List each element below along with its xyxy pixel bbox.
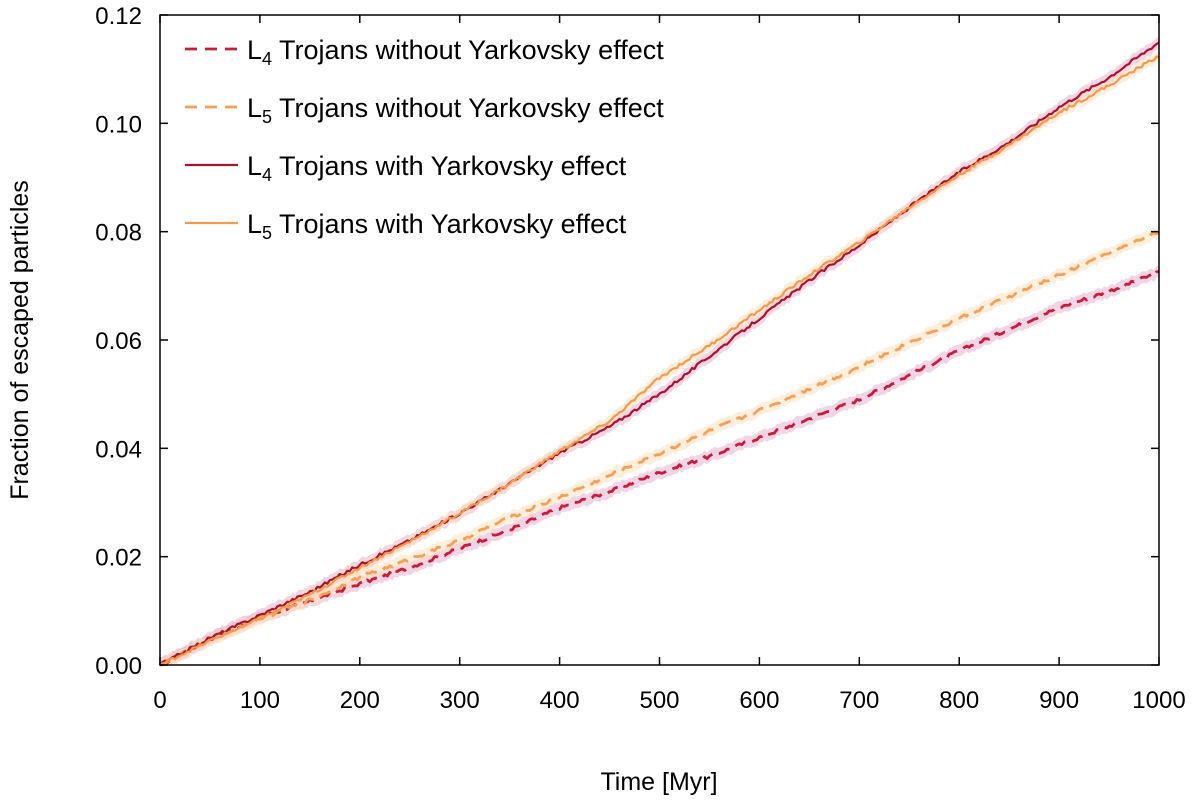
x-tick-label: 700 — [839, 687, 879, 714]
legend-text-rest: Trojans without Yarkovsky effect — [272, 93, 664, 123]
x-tick-label: 400 — [540, 687, 580, 714]
x-tick-label: 200 — [340, 687, 380, 714]
legend-text-sub: 4 — [262, 49, 272, 69]
series-band — [160, 36, 1159, 666]
y-tick-label: 0.08 — [95, 220, 142, 247]
legend-text-rest: Trojans without Yarkovsky effect — [272, 35, 664, 65]
legend-entry: L4 Trojans with Yarkovsky effect — [247, 151, 627, 185]
x-tick-label: 100 — [240, 687, 280, 714]
x-axis-ticks: 0 100 200 300 400 500 600 700 800 900 1000 — [153, 15, 1186, 714]
y-tick-label: 0.04 — [95, 436, 142, 463]
y-axis-ticks: 0.00 0.02 0.04 0.06 0.08 0.10 0.12 — [95, 3, 1159, 680]
confidence-bands — [160, 36, 1159, 666]
legend-entry: L4 Trojans without Yarkovsky effect — [247, 35, 664, 69]
x-tick-label: 500 — [639, 687, 679, 714]
legend-text-sub: 5 — [262, 223, 272, 243]
y-tick-label: 0.02 — [95, 545, 142, 572]
y-tick-label: 0.10 — [95, 111, 142, 138]
series-line — [159, 41, 1160, 667]
legend-text-rest: Trojans with Yarkovsky effect — [272, 151, 627, 181]
legend-text-main: L — [247, 93, 262, 123]
x-axis-label: Time [Myr] — [600, 768, 717, 796]
y-tick-label: 0.06 — [95, 328, 142, 355]
y-tick-label: 0.00 — [95, 653, 142, 680]
legend-text-main: L — [247, 35, 262, 65]
legend-entry: L5 Trojans without Yarkovsky effect — [247, 93, 664, 127]
legend-text-sub: 5 — [262, 107, 272, 127]
x-tick-label: 1000 — [1132, 687, 1185, 714]
x-tick-label: 300 — [440, 687, 480, 714]
series-line — [158, 270, 1160, 666]
series-band — [160, 225, 1159, 665]
x-tick-label: 600 — [739, 687, 779, 714]
x-tick-label: 800 — [939, 687, 979, 714]
y-axis-label: Fraction of escaped particles — [6, 180, 34, 500]
x-tick-label: 0 — [153, 687, 166, 714]
series-line — [160, 230, 1160, 667]
series-band — [160, 50, 1159, 665]
series-band — [160, 265, 1159, 665]
legend-text-sub: 4 — [262, 165, 272, 185]
legend-text-main: L — [247, 151, 262, 181]
x-tick-label: 900 — [1039, 687, 1079, 714]
series-lines — [158, 41, 1160, 667]
series-line — [159, 55, 1160, 666]
legend-text-main: L — [247, 209, 262, 239]
legend-text-rest: Trojans with Yarkovsky effect — [272, 209, 627, 239]
y-tick-label: 0.12 — [95, 3, 142, 30]
legend-entry: L5 Trojans with Yarkovsky effect — [247, 209, 627, 243]
